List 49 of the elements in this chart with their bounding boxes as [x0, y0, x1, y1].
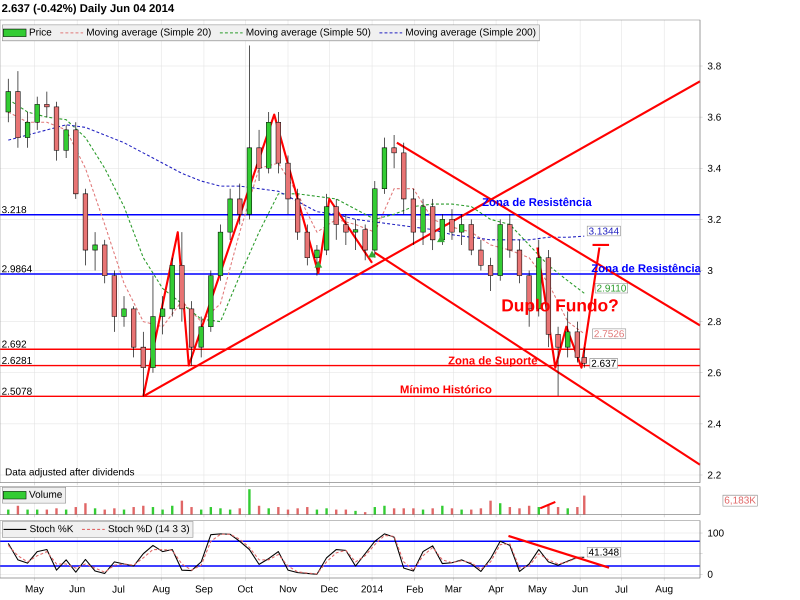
- legend-label: Moving average (Simple 200): [406, 28, 536, 38]
- annotation: Data adjusted after dividends: [6, 468, 134, 478]
- x-tick-label: Dec: [321, 585, 338, 592]
- x-tick-label: Feb: [406, 585, 423, 593]
- y-tick-label: 3: [708, 266, 713, 274]
- text: 2.637: [592, 360, 616, 367]
- legend-label: Volume: [29, 490, 62, 498]
- x-tick-label: Aug: [152, 585, 170, 594]
- y-tick-label: 3.8: [708, 62, 721, 70]
- x-tick-label: Mar: [446, 585, 462, 592]
- y-tick-label: 0: [708, 570, 713, 578]
- y-tick-label: 3.4: [708, 164, 721, 172]
- legend-label: Price: [30, 28, 52, 36]
- x-tick-label: Aug: [655, 585, 672, 594]
- x-tick-label: Nov: [280, 585, 297, 592]
- ref-line-label: 2.692: [2, 340, 26, 348]
- legend-label: Moving average (Simple 50): [246, 28, 370, 38]
- ref-line-label: 2.5078: [2, 388, 32, 395]
- x-tick-label: Oct: [238, 585, 253, 592]
- data-label: 3.1344: [588, 227, 619, 235]
- data-label: 2.9110: [597, 284, 626, 292]
- data-label: 41.348: [588, 548, 619, 556]
- y-tick-label: 2.6: [708, 369, 721, 376]
- annotation: Mínimo Histórico: [400, 384, 492, 394]
- text: 6,183K: [724, 496, 756, 505]
- y-tick-label: 100: [708, 529, 724, 537]
- data-label: 2.7526: [594, 330, 624, 338]
- chart-title: 2.637 (-0.42%) Daily Jun 04 2014: [2, 4, 174, 14]
- annotation: Zona de Suporte: [448, 356, 538, 367]
- y-tick-label: 2.4: [708, 420, 721, 428]
- x-tick-label: Jul: [112, 585, 124, 593]
- x-tick-label: Jun: [69, 585, 85, 592]
- x-tick-label: Jul: [615, 585, 628, 593]
- x-tick-label: May: [528, 585, 547, 594]
- y-tick-label: 2.2: [708, 472, 721, 478]
- y-tick-label: 3.6: [708, 114, 721, 121]
- x-tick-label: Sep: [196, 585, 212, 594]
- y-tick-label: 3.2: [708, 216, 721, 223]
- ref-line-label: 2.9864: [2, 265, 32, 272]
- legend-label: Moving average (Simple 20): [87, 28, 211, 38]
- ref-line-label: 2.6281: [2, 356, 32, 364]
- ref-line-label: 3.218: [2, 206, 26, 214]
- x-tick-label: Jun: [572, 585, 588, 592]
- x-tick-label: May: [26, 585, 44, 594]
- y-tick-label: 2.8: [708, 318, 721, 326]
- x-tick-label: Apr: [488, 585, 504, 594]
- legend-label: Stoch %D (14 3 3): [108, 524, 190, 534]
- legend-label: Stoch %K: [30, 524, 74, 532]
- x-tick-label: 2014: [361, 585, 383, 592]
